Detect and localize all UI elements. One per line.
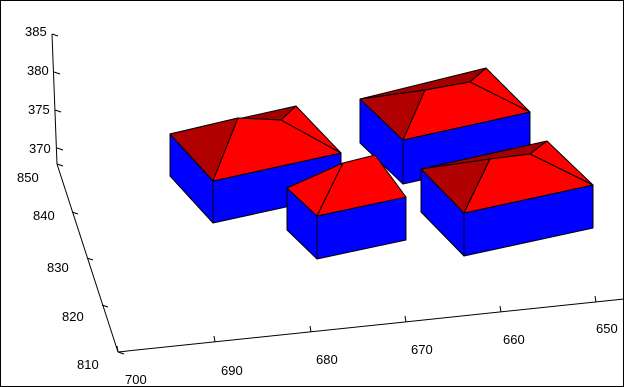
x-tick-label: 660 — [503, 332, 525, 347]
roof-front — [402, 81, 531, 141]
z-axis-line — [51, 33, 58, 165]
x-tick — [213, 335, 216, 343]
building-top-left — [169, 105, 342, 224]
z-tick — [51, 33, 59, 37]
roof-front — [212, 117, 342, 182]
z-tick — [54, 109, 62, 113]
x-tick — [309, 325, 312, 333]
y-tick-label: 810 — [77, 357, 99, 372]
z-tick-label: 385 — [25, 24, 47, 39]
roof-front — [463, 153, 594, 214]
y-tick-label: 840 — [33, 208, 55, 223]
y-tick-label: 820 — [62, 309, 84, 324]
x-tick-labels: 700 690 680 670 660 650 — [125, 321, 618, 387]
z-tick-label: 380 — [27, 63, 49, 78]
x-tick-label: 700 — [125, 372, 147, 387]
z-tick — [56, 147, 64, 151]
x-tick-label: 680 — [316, 352, 338, 367]
y-tick — [56, 163, 64, 167]
x-tick-label: 650 — [596, 321, 618, 336]
y-tick-label: 850 — [17, 170, 39, 185]
x-tick — [116, 345, 119, 353]
y-tick-labels: 850 840 830 820 810 — [17, 170, 99, 372]
y-tick — [101, 304, 109, 308]
z-tick-labels: 385 380 375 370 — [25, 24, 51, 156]
x-tick-label: 670 — [411, 342, 433, 357]
roof-back — [316, 154, 407, 217]
y-tick — [71, 211, 79, 215]
z-tick-label: 375 — [28, 102, 50, 117]
axes — [51, 33, 624, 355]
z-tick — [53, 71, 61, 75]
x-tick — [404, 315, 407, 323]
x-tick-label: 690 — [221, 363, 243, 378]
y-tick-label: 830 — [47, 260, 69, 275]
y-tick — [117, 351, 125, 355]
y-tick — [86, 257, 94, 261]
building-center — [286, 154, 407, 260]
x-axis-line — [117, 298, 624, 353]
z-tick-label: 370 — [29, 141, 51, 156]
building-bottom-right — [420, 140, 594, 257]
x-tick — [499, 305, 502, 313]
x-tick — [594, 295, 597, 303]
